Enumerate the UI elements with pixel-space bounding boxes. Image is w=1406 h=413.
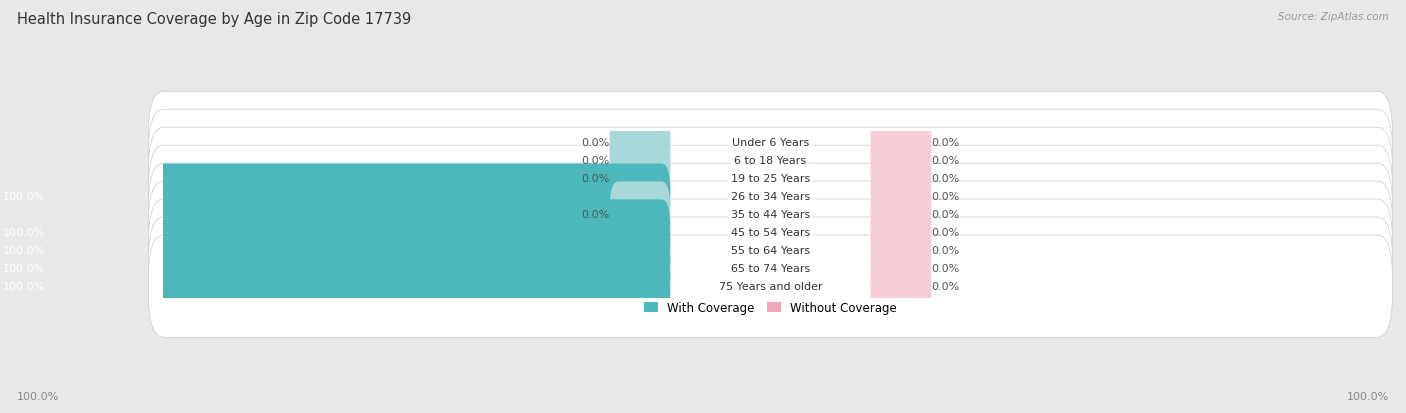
FancyBboxPatch shape [45,236,671,301]
Text: 0.0%: 0.0% [581,138,610,148]
FancyBboxPatch shape [870,236,931,301]
Text: 0.0%: 0.0% [581,156,610,166]
FancyBboxPatch shape [148,146,1392,248]
Text: 0.0%: 0.0% [931,263,959,273]
FancyBboxPatch shape [45,164,671,230]
FancyBboxPatch shape [148,128,1392,230]
FancyBboxPatch shape [870,146,931,212]
FancyBboxPatch shape [610,146,671,212]
FancyBboxPatch shape [610,128,671,194]
Text: 0.0%: 0.0% [931,281,959,292]
FancyBboxPatch shape [870,110,931,176]
FancyBboxPatch shape [870,182,931,247]
Text: 45 to 54 Years: 45 to 54 Years [731,228,810,237]
Text: 100.0%: 100.0% [3,192,45,202]
Text: 19 to 25 Years: 19 to 25 Years [731,174,810,184]
FancyBboxPatch shape [870,128,931,194]
Text: 35 to 44 Years: 35 to 44 Years [731,210,810,220]
FancyBboxPatch shape [870,200,931,266]
Text: 100.0%: 100.0% [3,228,45,237]
FancyBboxPatch shape [148,199,1392,301]
Text: 0.0%: 0.0% [931,174,959,184]
FancyBboxPatch shape [610,182,671,247]
FancyBboxPatch shape [870,254,931,319]
Text: 55 to 64 Years: 55 to 64 Years [731,246,810,256]
Text: 100.0%: 100.0% [3,263,45,273]
Text: 0.0%: 0.0% [931,192,959,202]
FancyBboxPatch shape [870,218,931,283]
Legend: With Coverage, Without Coverage: With Coverage, Without Coverage [640,297,901,319]
FancyBboxPatch shape [148,92,1392,194]
Text: 0.0%: 0.0% [931,210,959,220]
Text: 0.0%: 0.0% [581,174,610,184]
FancyBboxPatch shape [148,164,1392,266]
Text: 100.0%: 100.0% [3,246,45,256]
Text: Under 6 Years: Under 6 Years [731,138,808,148]
Text: 75 Years and older: 75 Years and older [718,281,823,292]
Text: Source: ZipAtlas.com: Source: ZipAtlas.com [1278,12,1389,22]
Text: 100.0%: 100.0% [1347,391,1389,401]
FancyBboxPatch shape [45,200,671,266]
Text: 0.0%: 0.0% [931,156,959,166]
FancyBboxPatch shape [148,218,1392,320]
Text: 0.0%: 0.0% [581,210,610,220]
FancyBboxPatch shape [148,235,1392,337]
Text: 65 to 74 Years: 65 to 74 Years [731,263,810,273]
Text: 6 to 18 Years: 6 to 18 Years [734,156,807,166]
Text: Health Insurance Coverage by Age in Zip Code 17739: Health Insurance Coverage by Age in Zip … [17,12,411,27]
Text: 0.0%: 0.0% [931,246,959,256]
FancyBboxPatch shape [610,110,671,176]
Text: 100.0%: 100.0% [17,391,59,401]
Text: 100.0%: 100.0% [3,281,45,292]
Text: 26 to 34 Years: 26 to 34 Years [731,192,810,202]
Text: 0.0%: 0.0% [931,138,959,148]
FancyBboxPatch shape [870,164,931,230]
Text: 0.0%: 0.0% [931,228,959,237]
FancyBboxPatch shape [45,254,671,319]
FancyBboxPatch shape [148,182,1392,284]
FancyBboxPatch shape [148,110,1392,212]
FancyBboxPatch shape [45,218,671,283]
